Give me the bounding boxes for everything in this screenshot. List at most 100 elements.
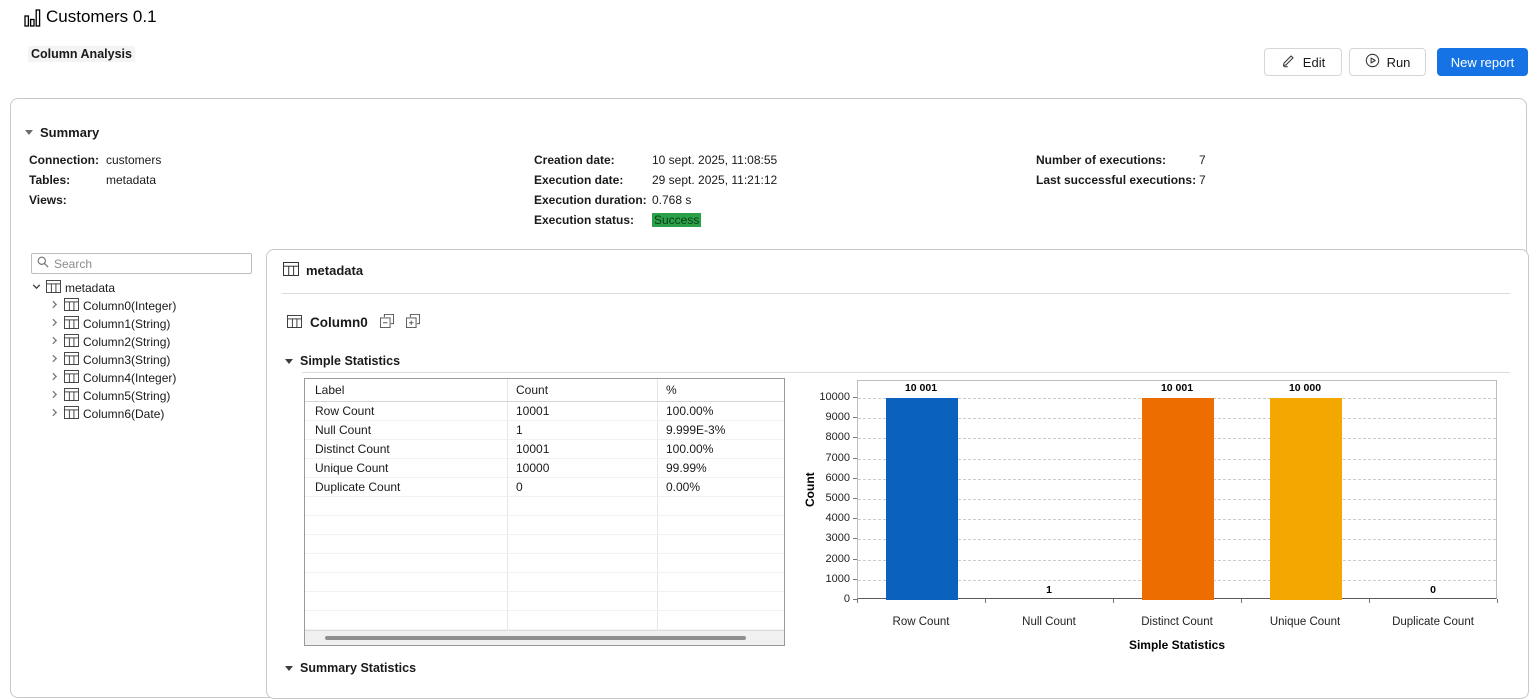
tree-item-column3[interactable]: Column3(String): [31, 351, 266, 369]
chevron-right-icon[interactable]: [49, 389, 60, 403]
y-tick-label: 5000: [825, 492, 850, 504]
chevron-right-icon[interactable]: [49, 299, 60, 313]
summary-section-header[interactable]: Summary: [25, 125, 99, 140]
run-button-label: Run: [1386, 54, 1411, 70]
run-button[interactable]: Run: [1349, 48, 1426, 76]
panel-title: metadata: [306, 263, 364, 278]
new-report-button-label: New report: [1450, 54, 1515, 70]
table-icon: [287, 314, 302, 331]
divider: [282, 293, 1510, 294]
bar-value-label: 1: [1046, 583, 1052, 596]
x-axis-title: Simple Statistics: [1128, 638, 1226, 652]
x-tick-mark: [1241, 599, 1242, 603]
chevron-right-icon[interactable]: [49, 371, 60, 385]
chart-plot-area: [857, 380, 1497, 600]
collapse-triangle-icon: [285, 665, 293, 671]
expand-all-icon[interactable]: [405, 313, 420, 331]
table-row: Distinct Count 10001 100.00%: [305, 440, 784, 459]
horizontal-scrollbar[interactable]: [305, 630, 784, 645]
search-box[interactable]: [31, 253, 252, 274]
column-header: Column0: [287, 313, 420, 331]
chevron-right-icon[interactable]: [49, 317, 60, 331]
search-input[interactable]: [54, 256, 246, 271]
table-icon: [64, 334, 79, 350]
tree-item-label: Column1(String): [83, 317, 171, 331]
summary-title: Summary: [40, 125, 100, 140]
report-container: Summary Connection: customers Tables: meta…: [10, 98, 1529, 699]
scrollbar-thumb[interactable]: [325, 636, 746, 640]
tree-item-label: Column4(Integer): [83, 371, 177, 385]
tree-item-label: metadata: [65, 281, 116, 295]
metadata-panel: metadata Column0: [266, 249, 1529, 699]
category-label: Duplicate Count: [1392, 616, 1474, 628]
chevron-right-icon[interactable]: [49, 353, 60, 367]
search-icon: [37, 255, 49, 273]
table-header-row: Label Count %: [305, 379, 784, 402]
y-tick-mark: [853, 397, 857, 398]
empty-table-row: [305, 573, 784, 592]
table-row: Null Count 1 9.999E-3%: [305, 421, 784, 440]
summary-statistics-header[interactable]: Summary Statistics: [285, 661, 416, 675]
edit-button[interactable]: Edit: [1264, 48, 1342, 76]
y-tick-mark: [853, 457, 857, 459]
x-tick-mark: [985, 599, 986, 603]
connection-value: customers: [106, 153, 162, 167]
y-tick-mark: [853, 578, 857, 580]
y-tick-label: 10000: [819, 391, 850, 403]
table-icon: [64, 316, 79, 332]
empty-table-row: [305, 497, 784, 516]
header-count: Count: [507, 379, 657, 401]
executions-count-label: Number of executions:: [1036, 153, 1167, 167]
tree-item-column1[interactable]: Column1(String): [31, 315, 266, 333]
bar-value-label: 10 001: [904, 381, 938, 394]
column-tree: metadata Column0(Integer) Column1(String)…: [31, 279, 266, 423]
creation-date-value: 10 sept. 2025, 11:08:55: [652, 153, 778, 167]
x-tick-mark: [1497, 599, 1498, 603]
tree-item-column4[interactable]: Column4(Integer): [31, 369, 266, 387]
chevron-down-icon[interactable]: [31, 281, 42, 295]
summary-statistics-title: Summary Statistics: [300, 661, 417, 675]
new-report-button[interactable]: New report: [1437, 48, 1528, 76]
bar-distinct-count: [1142, 397, 1214, 600]
tables-label: Tables:: [29, 173, 71, 187]
last-success-value: 7: [1199, 173, 1206, 187]
bar-unique-count: [1270, 398, 1342, 600]
x-tick-mark: [1113, 599, 1114, 603]
tree-item-metadata[interactable]: metadata: [31, 279, 266, 297]
chevron-right-icon[interactable]: [49, 407, 60, 421]
y-tick-mark: [853, 538, 857, 540]
execution-status-label: Execution status:: [534, 213, 635, 227]
execution-date-label: Execution date:: [534, 173, 624, 187]
y-tick-mark: [853, 498, 857, 499]
creation-date-label: Creation date:: [534, 153, 615, 167]
y-tick-label: 2000: [825, 552, 850, 565]
table-row: Unique Count 10000 99.99%: [305, 459, 784, 478]
x-tick-mark: [857, 599, 858, 603]
tree-item-column5[interactable]: Column5(String): [31, 387, 266, 405]
table-row: Row Count 10001 100.00%: [305, 402, 784, 421]
collapse-all-icon[interactable]: [379, 313, 394, 331]
tree-item-column0[interactable]: Column0(Integer): [31, 297, 266, 315]
simple-statistics-chart: Count Simple Statistics 0 1000 2000 3000 400…: [802, 378, 1502, 652]
table-icon: [64, 406, 79, 422]
simple-statistics-table: Label Count % Row Count 10001 100.00% Null…: [304, 378, 785, 646]
table-icon: [283, 262, 299, 279]
y-tick-mark: [853, 437, 857, 439]
chevron-right-icon[interactable]: [49, 335, 60, 349]
y-tick-label: 0: [843, 593, 850, 605]
summary-counts-block: Number of executions: 7 Last successful e…: [1036, 153, 1206, 193]
tree-item-column2[interactable]: Column2(String): [31, 333, 266, 351]
x-tick-mark: [1369, 599, 1370, 603]
summary-execution-block: Creation date: 10 sept. 2025, 11:08:55 Ex…: [534, 153, 777, 233]
empty-table-row: [305, 611, 784, 630]
tree-item-column6[interactable]: Column6(Date): [31, 405, 266, 423]
simple-statistics-header[interactable]: Simple Statistics: [285, 354, 400, 368]
bar-value-label: 0: [1430, 584, 1436, 596]
status-badge: Success: [652, 213, 702, 227]
y-tick-label: 9000: [825, 411, 850, 424]
tree-item-label: Column5(String): [83, 389, 171, 403]
table-icon: [64, 352, 79, 368]
tree-item-label: Column2(String): [83, 335, 171, 349]
tree-item-label: Column6(Date): [83, 407, 165, 421]
y-tick-label: 3000: [825, 532, 850, 545]
